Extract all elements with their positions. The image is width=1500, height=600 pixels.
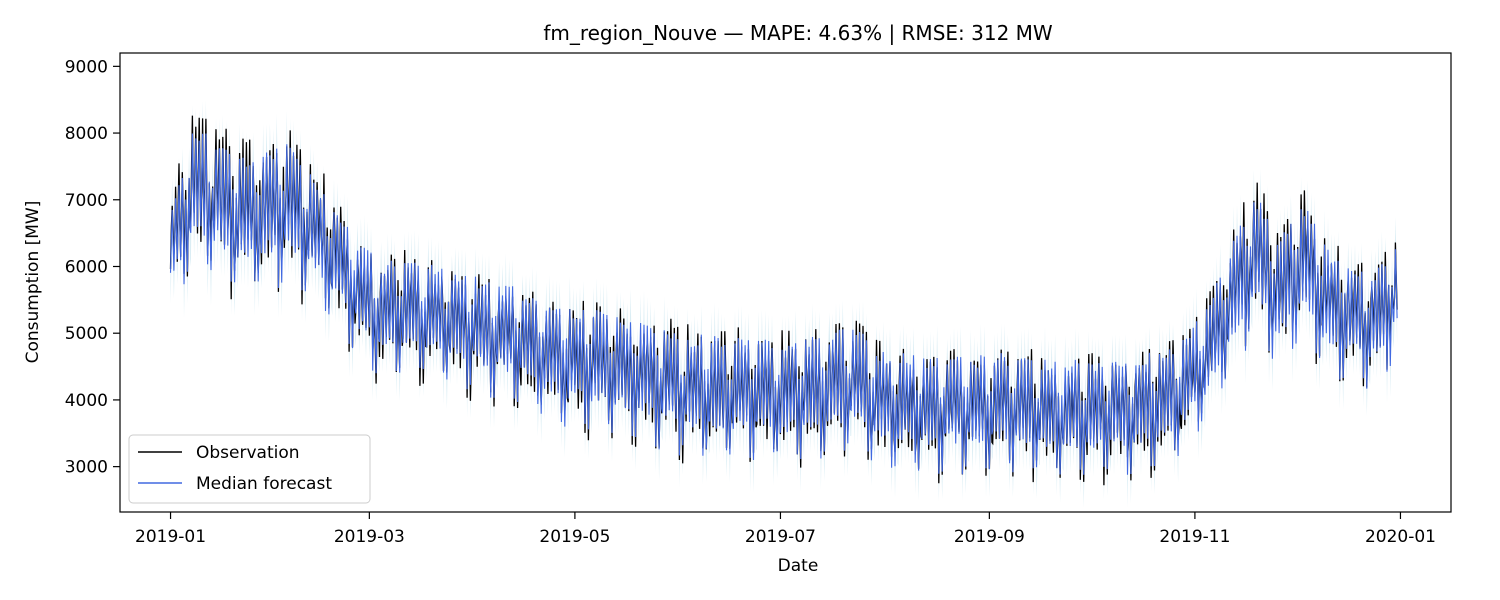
chart-title: fm_region_Nouve — MAPE: 4.63% | RMSE: 31… (543, 21, 1053, 45)
plot-area (169, 100, 1398, 508)
x-tick-label: 2020-01 (1365, 527, 1436, 547)
legend-label-median-forecast: Median forecast (196, 474, 332, 494)
y-tick-label: 4000 (65, 391, 108, 411)
x-tick-label: 2019-09 (954, 527, 1025, 547)
plot-frame (119, 52, 1452, 513)
y-tick-label: 9000 (65, 57, 108, 77)
x-tick-label: 2019-05 (539, 527, 610, 547)
y-tick-label: 6000 (65, 257, 108, 277)
y-axis-label: Consumption [MW] (23, 201, 43, 364)
x-tick-label: 2019-07 (745, 527, 816, 547)
y-tick-label: 7000 (65, 191, 108, 211)
legend-label-observation: Observation (196, 443, 300, 463)
median-forecast-line (169, 133, 1398, 475)
x-tick-label: 2019-03 (334, 527, 405, 547)
x-tick-label: 2019-01 (135, 527, 206, 547)
y-tick-label: 8000 (65, 124, 108, 144)
legend-box (128, 434, 371, 504)
y-tick-label: 3000 (65, 458, 108, 478)
y-axis: 3000 4000 5000 6000 7000 8000 9000 (65, 57, 120, 478)
x-axis-label: Date (778, 556, 819, 576)
x-axis: 2019-01 2019-03 2019-05 2019-07 2019-09 2019-… (135, 512, 1436, 547)
legend: Observation Median forecast (128, 434, 371, 504)
x-tick-label: 2019-11 (1159, 527, 1230, 547)
y-tick-label: 5000 (65, 324, 108, 344)
